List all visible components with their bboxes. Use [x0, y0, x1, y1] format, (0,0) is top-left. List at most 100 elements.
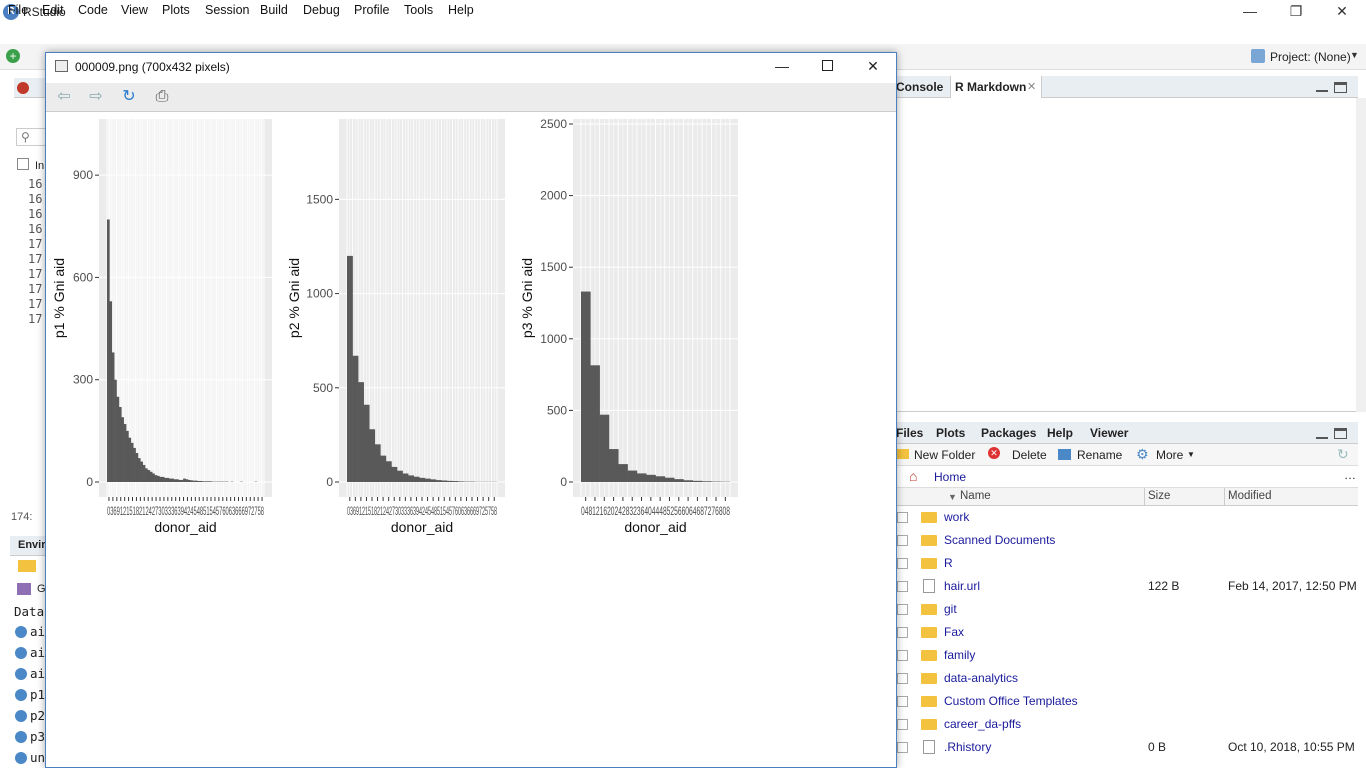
file-name[interactable]: hair.url [944, 579, 981, 593]
file-name[interactable]: data-analytics [944, 671, 1019, 685]
file-checkbox[interactable] [897, 650, 908, 661]
menu-plots[interactable]: Plots [162, 3, 190, 17]
menu-help[interactable]: Help [448, 3, 474, 17]
minimize-button[interactable]: — [1243, 3, 1257, 19]
tab-help[interactable]: Help [1047, 426, 1074, 440]
file-checkbox[interactable] [897, 535, 908, 546]
new-folder-icon[interactable] [897, 449, 909, 459]
expand-icon[interactable] [15, 689, 27, 701]
column-modified[interactable]: Modified [1228, 490, 1272, 502]
expand-icon[interactable] [15, 647, 27, 659]
menu-tools[interactable]: Tools [404, 3, 434, 17]
expand-icon[interactable] [15, 668, 27, 680]
close-button[interactable]: ✕ [1336, 3, 1348, 19]
tab-plots[interactable]: Plots [936, 426, 966, 440]
search-input[interactable]: ⚲ [16, 128, 46, 146]
env-row[interactable]: ai [30, 666, 46, 681]
tab-console[interactable]: Console [896, 80, 944, 94]
minimize-pane-icon[interactable] [1316, 431, 1328, 439]
file-name[interactable]: .Rhistory [944, 740, 992, 754]
source-tab[interactable] [14, 78, 46, 98]
menu-build[interactable]: Build [260, 3, 288, 17]
file-checkbox[interactable] [897, 719, 908, 730]
r-file-icon [17, 82, 29, 94]
expand-icon[interactable] [15, 626, 27, 638]
load-workspace-icon[interactable] [18, 560, 36, 572]
tab-viewer[interactable]: Viewer [1090, 426, 1129, 440]
file-name[interactable]: Fax [944, 625, 965, 639]
file-checkbox[interactable] [897, 558, 908, 569]
chevron-down-icon[interactable]: ▼ [1350, 50, 1359, 60]
menu-code[interactable]: Code [78, 3, 108, 17]
file-checkbox[interactable] [897, 581, 908, 592]
file-name[interactable]: family [944, 648, 976, 662]
expand-icon[interactable] [15, 752, 27, 764]
home-icon[interactable]: ⌂ [909, 468, 918, 484]
delete-icon[interactable]: ✕ [988, 447, 1000, 459]
project-menu[interactable]: Project: (None) [1270, 50, 1351, 64]
file-name[interactable]: Scanned Documents [944, 533, 1056, 547]
file-checkbox[interactable] [897, 673, 908, 684]
env-row[interactable]: un [30, 750, 46, 765]
minimize-pane-icon[interactable] [1316, 84, 1328, 92]
close-tab-icon[interactable]: ✕ [1027, 81, 1037, 93]
file-name[interactable]: career_da-pffs [944, 717, 1022, 731]
bar [168, 478, 172, 482]
column-size[interactable]: Size [1148, 490, 1171, 502]
file-checkbox[interactable] [897, 742, 908, 753]
environment-tab[interactable] [10, 536, 46, 556]
viewer-close-button[interactable]: ✕ [867, 58, 879, 74]
breadcrumb-home[interactable]: Home [934, 470, 967, 484]
menu-session[interactable]: Session [205, 3, 250, 17]
tab-rmarkdown-bg[interactable] [950, 76, 1042, 98]
env-row[interactable]: ai [30, 624, 46, 639]
chevron-down-icon[interactable]: ▼ [1187, 450, 1195, 459]
in-checkbox[interactable] [17, 158, 29, 170]
more-button[interactable]: More [1156, 448, 1184, 462]
expand-icon[interactable] [15, 731, 27, 743]
file-checkbox[interactable] [897, 696, 908, 707]
refresh-icon[interactable]: ↻ [122, 88, 136, 105]
menu-edit[interactable]: Edit [42, 3, 64, 17]
refresh-icon[interactable]: ↻ [1337, 446, 1349, 462]
viewer-maximize-button[interactable] [812, 55, 842, 77]
env-row[interactable]: p1 [30, 687, 46, 702]
rename-button[interactable]: Rename [1077, 448, 1123, 462]
data-header: Data [14, 604, 45, 619]
env-row[interactable]: p3 [30, 729, 46, 744]
gear-icon[interactable]: ⚙ [1136, 446, 1149, 462]
tab-packages[interactable]: Packages [981, 426, 1037, 440]
new-file-icon[interactable]: + [6, 49, 20, 63]
menu-view[interactable]: View [121, 3, 148, 17]
file-name[interactable]: git [944, 602, 957, 616]
menu-debug[interactable]: Debug [303, 3, 340, 17]
file-name[interactable]: R [944, 556, 953, 570]
file-checkbox[interactable] [897, 604, 908, 615]
file-checkbox[interactable] [897, 512, 908, 523]
column-name[interactable]: Name [960, 490, 991, 502]
y-tick-label: 1000 [306, 287, 333, 301]
back-arrow-icon[interactable]: ⇦ [57, 88, 71, 105]
print-icon[interactable]: ⎙ [155, 88, 169, 105]
more-dots-icon[interactable]: … [1344, 468, 1356, 482]
file-name[interactable]: work [944, 510, 970, 524]
menu-file[interactable]: File [8, 3, 29, 17]
scrollbar[interactable] [1356, 98, 1366, 412]
forward-arrow-icon[interactable]: ⇨ [89, 88, 103, 105]
env-row[interactable]: p2 [30, 708, 46, 723]
expand-icon[interactable] [15, 710, 27, 722]
delete-button[interactable]: Delete [1012, 448, 1047, 462]
tab-rmarkdown[interactable]: R Markdown [955, 80, 1027, 94]
env-row[interactable]: ai [30, 645, 46, 660]
file-checkbox[interactable] [897, 627, 908, 638]
new-folder-button[interactable]: New Folder [914, 448, 976, 462]
viewer-minimize-button[interactable]: — [775, 58, 789, 74]
restore-button[interactable]: ❐ [1289, 3, 1303, 19]
maximize-pane-icon[interactable] [1334, 82, 1347, 93]
file-name[interactable]: Custom Office Templates [944, 694, 1078, 708]
maximize-pane-icon[interactable] [1334, 428, 1347, 439]
menu-profile[interactable]: Profile [354, 3, 390, 17]
rename-icon[interactable] [1058, 449, 1071, 460]
tab-files[interactable]: Files [896, 426, 924, 440]
column-divider [1144, 488, 1145, 506]
